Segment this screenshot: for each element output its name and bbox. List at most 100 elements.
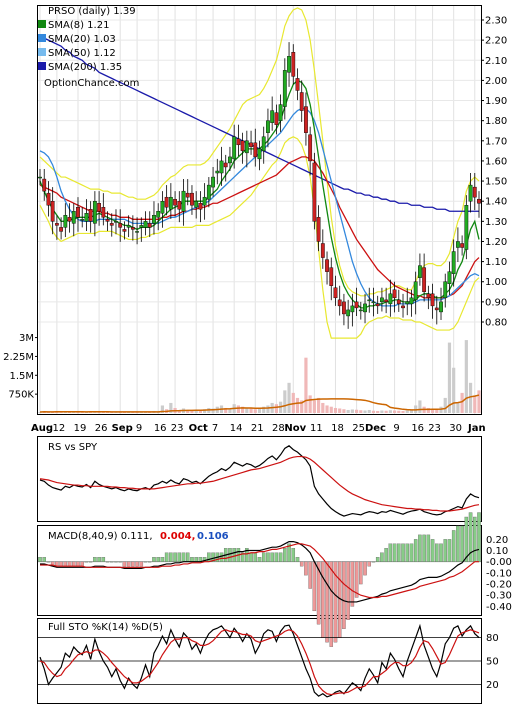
volume-bar [426,407,430,413]
macd-histogram-bar [350,561,355,607]
candle-body [333,287,338,299]
volume-bar [283,390,287,413]
date-tick-label: Oct [189,423,208,434]
candle-body [354,301,359,309]
macd-histogram-bar [388,543,393,562]
rs-line [39,445,480,517]
macd-histogram-bar [139,561,144,567]
macd-histogram-bar [308,561,312,589]
candle-body [46,192,51,206]
rs-title: RS vs SPY [48,442,98,453]
volume-bar [405,410,409,413]
macd-histogram-bar [329,561,334,647]
macd-histogram-bar [152,557,156,562]
macd-panel-frame [37,525,482,616]
macd-histogram-bar [460,525,464,562]
macd-histogram-bar [245,548,249,562]
candle-body [177,200,182,210]
candle-body [409,297,414,305]
candle-body [194,200,199,208]
candle-body [42,178,47,192]
price-tick-label: 1.50 [485,177,507,188]
candle-body [371,301,376,304]
macd-histogram-bar [257,557,262,562]
candle-body [190,192,194,206]
macd-histogram-bar [38,557,42,562]
macd-histogram-bar [468,512,473,562]
candle-body [401,305,405,309]
macd-histogram-bar [84,561,89,563]
macd-histogram-bar [451,530,456,562]
volume-bar [342,409,346,413]
volume-bar [384,410,388,413]
price-tick-label: 1.80 [485,116,507,127]
macd-histogram-bar [131,561,135,567]
volume-bar [388,410,392,413]
date-tick-label: 19 [74,423,87,434]
macd-tick-label: -0.40 [486,602,512,613]
volume-bar [338,408,342,413]
candle-body [266,120,270,133]
macd-histogram-bar [473,516,477,562]
volume-tick-label: 1.5M [9,371,34,382]
volume-bar [67,411,72,413]
volume-bar [241,406,245,413]
macd-histogram-bar [194,557,198,562]
volume-bar [72,412,76,413]
macd-histogram-bar [169,552,173,562]
candle-body [464,205,469,250]
macd-histogram-bar [211,552,215,562]
volume-bar [249,408,253,413]
candle-body [274,112,279,125]
macd-tick-label: -0.20 [486,580,512,591]
candle-body [173,198,177,206]
macd-panel: 0.200.10-0.00-0.10-0.20-0.30-0.40 [38,512,512,647]
volume-bar [308,395,312,413]
candle-body [202,196,207,206]
macd-histogram-bar [367,561,371,567]
candle-body [105,219,110,222]
candle-body [460,243,465,248]
volume-bar [262,406,266,413]
candle-body [270,110,275,123]
rs-panel-frame [37,436,482,522]
candle-body [287,56,291,73]
volume-bar [418,400,422,413]
candle-body [152,215,156,224]
macd-histogram-bar [283,548,287,562]
volume-bar [211,408,215,413]
volume-bar [304,357,308,413]
macd-histogram-bar [173,552,177,562]
candle-body [257,148,262,160]
candle-body [92,200,97,224]
macd-histogram-bar [312,561,317,612]
candle-body [367,299,372,302]
macd-histogram-bar [435,543,439,562]
volume-bar [392,410,397,413]
candle-body [413,281,418,301]
volume-bar [325,405,329,413]
candle-body [342,301,346,315]
volume-bar [300,400,304,413]
price-tick-label: 1.40 [485,197,507,208]
price-tick-label: 1.20 [485,237,507,248]
volume-bar [443,397,447,413]
macd-histogram-bar [430,539,435,562]
price-tick-label: 2.00 [485,76,507,87]
macd-tick-label: -0.30 [486,591,512,602]
candle-body [206,184,211,200]
volume-bar [329,406,333,413]
candle-body [181,190,186,212]
candle-body [139,225,144,228]
macd-histogram-bar [439,543,443,562]
volume-bar [354,409,359,413]
macd-histogram-bar [295,557,300,562]
volume-tick-label: 3M [19,333,34,344]
legend-swatch-sma200 [38,62,46,70]
volume-bar [274,404,278,413]
macd-histogram-bar [72,561,76,567]
candle-body [84,213,89,222]
date-tick-label: 21 [251,423,264,434]
sto-panel: 80 50 20 [38,623,499,698]
